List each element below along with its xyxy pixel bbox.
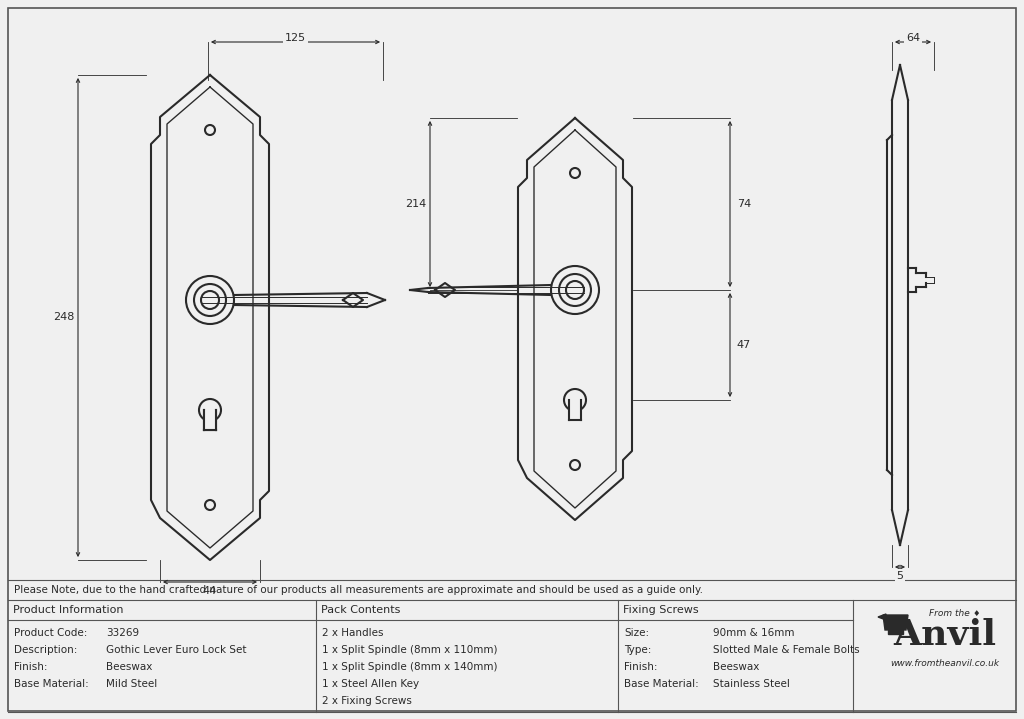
Text: 64: 64 [906,33,920,43]
Text: ♦: ♦ [973,609,980,618]
Text: Finish:: Finish: [14,662,47,672]
Text: Pack Contents: Pack Contents [321,605,400,615]
Text: From the: From the [929,609,970,618]
Text: 5: 5 [896,571,903,581]
Text: 33269: 33269 [106,628,139,638]
Text: Size:: Size: [624,628,649,638]
Bar [569,400,581,420]
Text: 2 x Fixing Screws: 2 x Fixing Screws [322,696,412,706]
Text: Anvil: Anvil [893,618,996,652]
Text: 1 x Split Spindle (8mm x 140mm): 1 x Split Spindle (8mm x 140mm) [322,662,498,672]
Text: Fixing Screws: Fixing Screws [623,605,698,615]
Text: 44: 44 [203,586,217,596]
Text: 74: 74 [737,199,752,209]
Text: 125: 125 [285,33,306,43]
Polygon shape [878,614,886,620]
Text: 2 x Handles: 2 x Handles [322,628,384,638]
Text: 214: 214 [406,199,427,209]
Text: Product Information: Product Information [13,605,124,615]
Text: Stainless Steel: Stainless Steel [713,679,790,689]
Text: 1 x Steel Allen Key: 1 x Steel Allen Key [322,679,419,689]
Text: www.fromtheanvil.co.uk: www.fromtheanvil.co.uk [890,659,999,668]
Text: Type:: Type: [624,645,651,655]
Text: Description:: Description: [14,645,78,655]
Text: Product Code:: Product Code: [14,628,87,638]
Text: Finish:: Finish: [624,662,657,672]
Text: Slotted Male & Female Bolts: Slotted Male & Female Bolts [713,645,859,655]
Text: Please Note, due to the hand crafted nature of our products all measurements are: Please Note, due to the hand crafted nat… [14,585,703,595]
Polygon shape [883,615,908,630]
Text: 90mm & 16mm: 90mm & 16mm [713,628,795,638]
Text: 47: 47 [737,340,752,350]
Text: Beeswax: Beeswax [713,662,760,672]
Text: 248: 248 [53,313,75,323]
Text: Mild Steel: Mild Steel [106,679,158,689]
Text: 1 x Split Spindle (8mm x 110mm): 1 x Split Spindle (8mm x 110mm) [322,645,498,655]
Polygon shape [888,630,903,634]
Text: Base Material:: Base Material: [14,679,89,689]
Text: Base Material:: Base Material: [624,679,698,689]
Bar [204,410,216,430]
Text: Beeswax: Beeswax [106,662,153,672]
Text: Gothic Lever Euro Lock Set: Gothic Lever Euro Lock Set [106,645,247,655]
